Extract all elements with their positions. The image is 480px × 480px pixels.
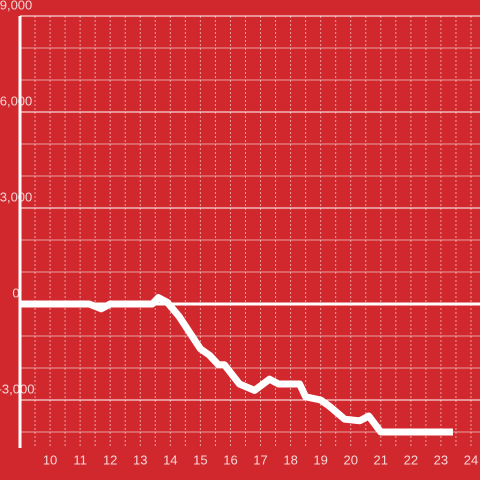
y-tick-label: 6,000 — [0, 93, 32, 108]
x-tick-label: 22 — [404, 452, 418, 467]
x-tick-label: 18 — [283, 452, 297, 467]
x-tick-label: 17 — [253, 452, 267, 467]
y-tick-label: 9,000 — [0, 0, 32, 12]
y-tick-label: -3,000 — [0, 381, 34, 396]
x-tick-label: 20 — [343, 452, 357, 467]
x-tick-label: 24 — [464, 452, 478, 467]
x-tick-label: 21 — [374, 452, 388, 467]
x-tick-label: 16 — [223, 452, 237, 467]
x-tick-label: 12 — [103, 452, 117, 467]
line — [20, 294, 453, 436]
x-tick-label: 15 — [193, 452, 207, 467]
x-tick-label: 11 — [73, 452, 87, 467]
x-tick-label: 23 — [434, 452, 448, 467]
y-tick-label: 3,000 — [0, 189, 32, 204]
x-tick-label: 14 — [163, 452, 177, 467]
x-tick-label: 10 — [43, 452, 57, 467]
y-tick-label: 0 — [12, 285, 19, 300]
x-tick-label: 19 — [313, 452, 327, 467]
x-tick-label: 13 — [133, 452, 147, 467]
